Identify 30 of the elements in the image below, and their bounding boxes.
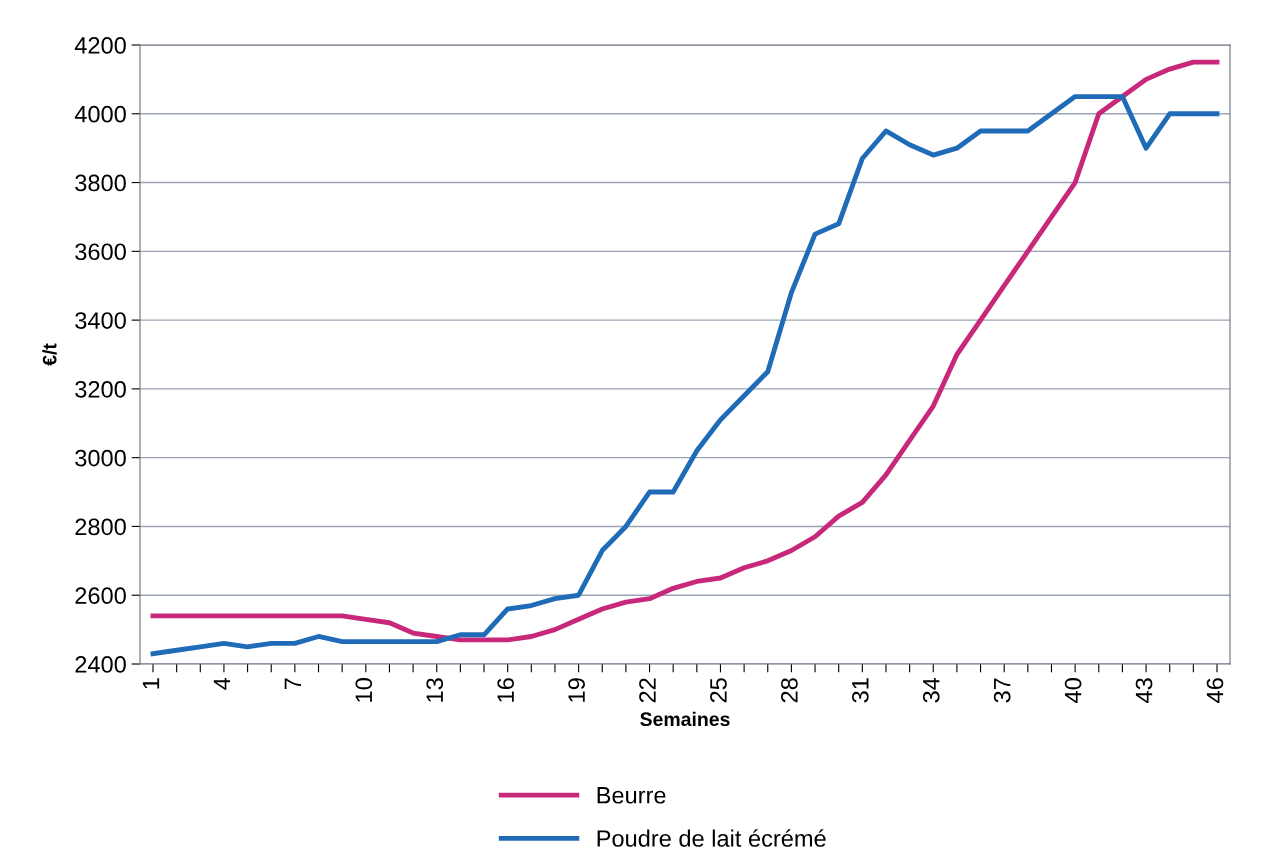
y-tick-label: 4000 — [74, 105, 126, 123]
x-tick-label: 16 — [497, 678, 515, 702]
x-tick-label: 46 — [1206, 678, 1224, 703]
x-tick-label: 1 — [142, 678, 160, 689]
y-tick-label: 3200 — [75, 380, 126, 398]
y-tick-label: 4200 — [74, 37, 126, 54]
legend-label: Poudre de lait écrémé — [597, 829, 826, 847]
y-tick-label: 3400 — [75, 312, 126, 329]
x-tick-label: 13 — [426, 678, 444, 702]
y-tick-label: 3000 — [75, 449, 126, 467]
y-axis-title: €/t — [42, 343, 57, 366]
x-tick-label: 28 — [781, 678, 798, 703]
y-tick-label: 2800 — [75, 518, 126, 536]
x-tick-label: 4 — [213, 677, 231, 690]
x-axis-title: Semaines — [640, 711, 730, 727]
x-tick-label: 37 — [993, 678, 1011, 703]
x-tick-label: 43 — [1135, 678, 1153, 703]
x-tick-label: 10 — [355, 678, 373, 702]
x-tick-label: 25 — [710, 678, 727, 703]
y-tick-label: 3800 — [75, 174, 126, 192]
y-tick-label: 2600 — [75, 587, 126, 605]
x-tick-label: 40 — [1064, 678, 1082, 703]
x-tick-label: 22 — [639, 678, 656, 703]
y-tick-label: 3600 — [75, 243, 126, 261]
x-tick-label: 34 — [922, 677, 940, 703]
legend-label: Beurre — [597, 787, 666, 804]
y-tick-label: 2400 — [75, 656, 126, 673]
x-tick-label: 7 — [284, 678, 301, 690]
x-tick-label: 19 — [568, 678, 585, 702]
x-tick-label: 31 — [851, 678, 869, 703]
